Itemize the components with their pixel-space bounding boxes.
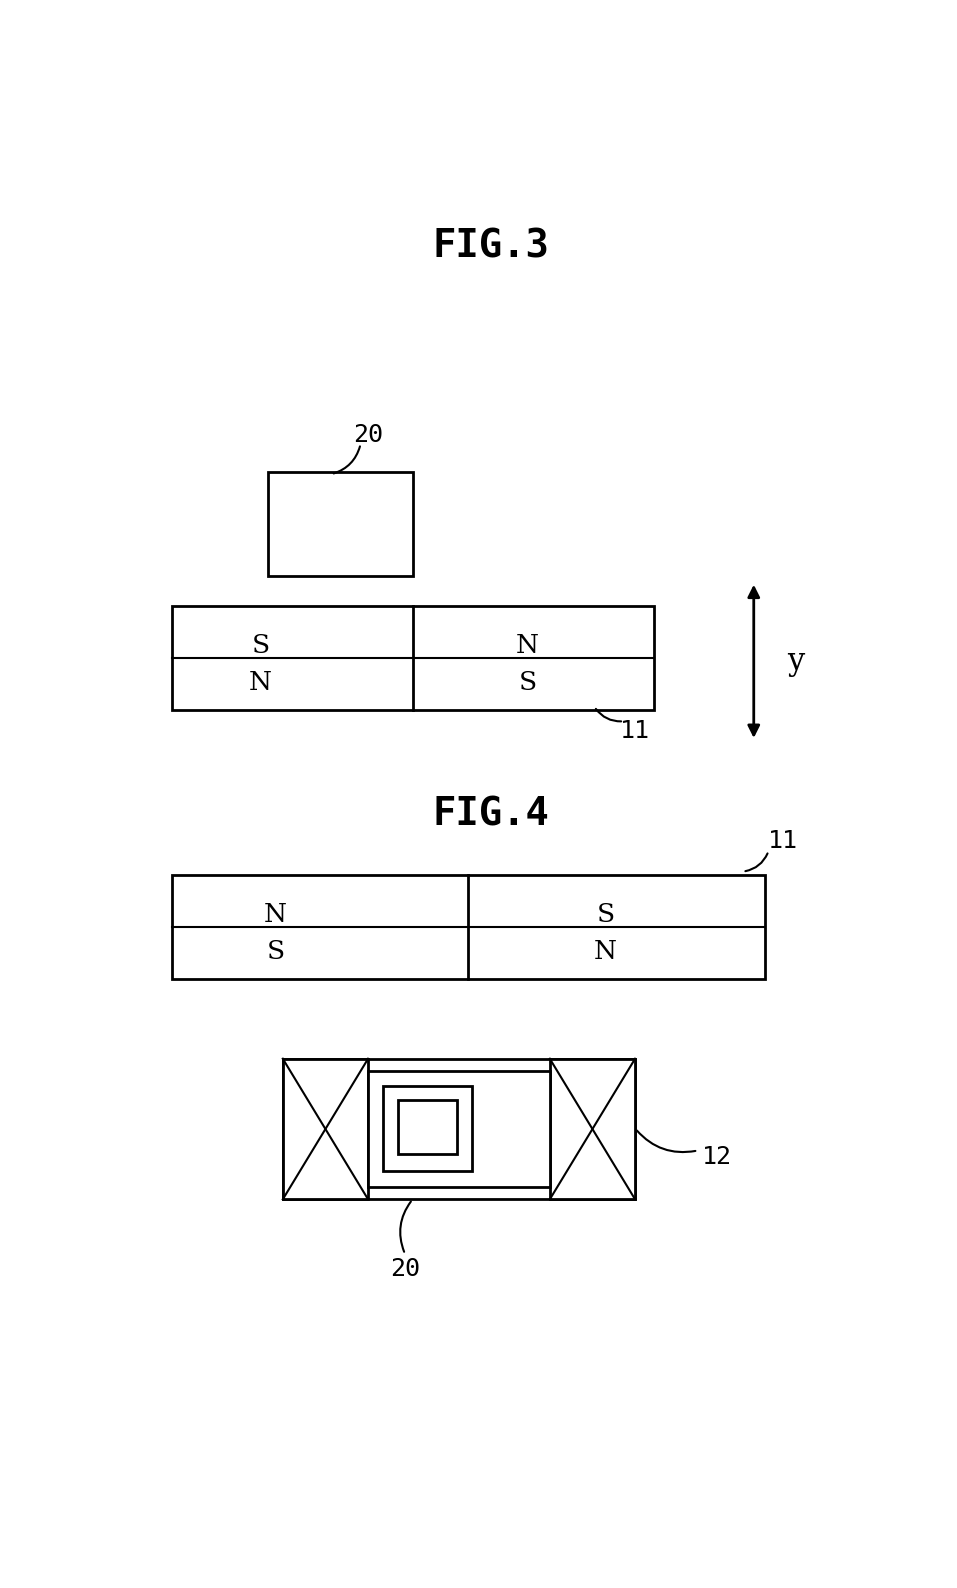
Text: S: S xyxy=(519,670,537,694)
Text: 20: 20 xyxy=(390,1258,420,1282)
Text: S: S xyxy=(266,939,284,964)
Text: N: N xyxy=(516,634,539,657)
Text: 11: 11 xyxy=(620,719,650,743)
Text: 11: 11 xyxy=(768,829,798,853)
Bar xyxy=(368,1070,550,1188)
Bar xyxy=(398,1100,457,1154)
Text: N: N xyxy=(594,939,617,964)
Text: 12: 12 xyxy=(701,1145,732,1169)
Bar xyxy=(171,875,765,980)
Bar xyxy=(171,607,654,710)
Bar xyxy=(283,1059,368,1199)
Text: N: N xyxy=(264,902,287,927)
Bar xyxy=(383,1086,472,1172)
Text: FIG.4: FIG.4 xyxy=(432,796,549,834)
Text: y: y xyxy=(788,646,805,676)
Text: FIG.3: FIG.3 xyxy=(432,227,549,265)
Bar xyxy=(550,1059,635,1199)
Text: 20: 20 xyxy=(353,422,383,448)
Text: S: S xyxy=(252,634,270,657)
Text: N: N xyxy=(249,670,272,694)
Bar xyxy=(283,1059,635,1199)
Text: S: S xyxy=(596,902,614,927)
Bar xyxy=(268,472,412,576)
